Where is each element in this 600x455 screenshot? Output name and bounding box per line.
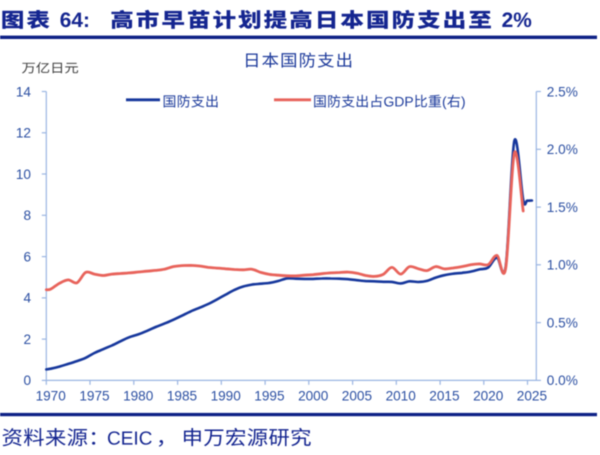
- svg-text:2015: 2015: [429, 388, 459, 403]
- svg-text:0.5%: 0.5%: [547, 315, 578, 330]
- svg-text:8: 8: [23, 208, 31, 223]
- svg-text:2.5%: 2.5%: [547, 84, 578, 99]
- svg-text:2: 2: [23, 332, 31, 347]
- svg-text:2025: 2025: [517, 388, 547, 403]
- svg-text:0: 0: [23, 373, 31, 388]
- svg-text:4: 4: [23, 291, 31, 306]
- svg-text:1.0%: 1.0%: [547, 258, 578, 273]
- svg-text:10: 10: [16, 167, 32, 182]
- svg-text:6: 6: [23, 249, 31, 264]
- svg-text:1970: 1970: [36, 388, 67, 403]
- svg-text:2.0%: 2.0%: [547, 142, 578, 157]
- svg-text:1995: 1995: [254, 388, 284, 403]
- svg-text:2020: 2020: [473, 388, 504, 403]
- svg-text:0.0%: 0.0%: [547, 373, 578, 388]
- svg-text:1980: 1980: [123, 388, 154, 403]
- svg-text:2000: 2000: [298, 388, 329, 403]
- svg-text:1975: 1975: [79, 388, 109, 403]
- svg-text:1985: 1985: [167, 388, 197, 403]
- svg-text:1.5%: 1.5%: [547, 200, 578, 215]
- svg-text:2005: 2005: [342, 388, 372, 403]
- svg-text:12: 12: [16, 126, 31, 141]
- svg-text:1990: 1990: [211, 388, 242, 403]
- svg-text:2010: 2010: [386, 388, 417, 403]
- svg-text:14: 14: [16, 84, 32, 99]
